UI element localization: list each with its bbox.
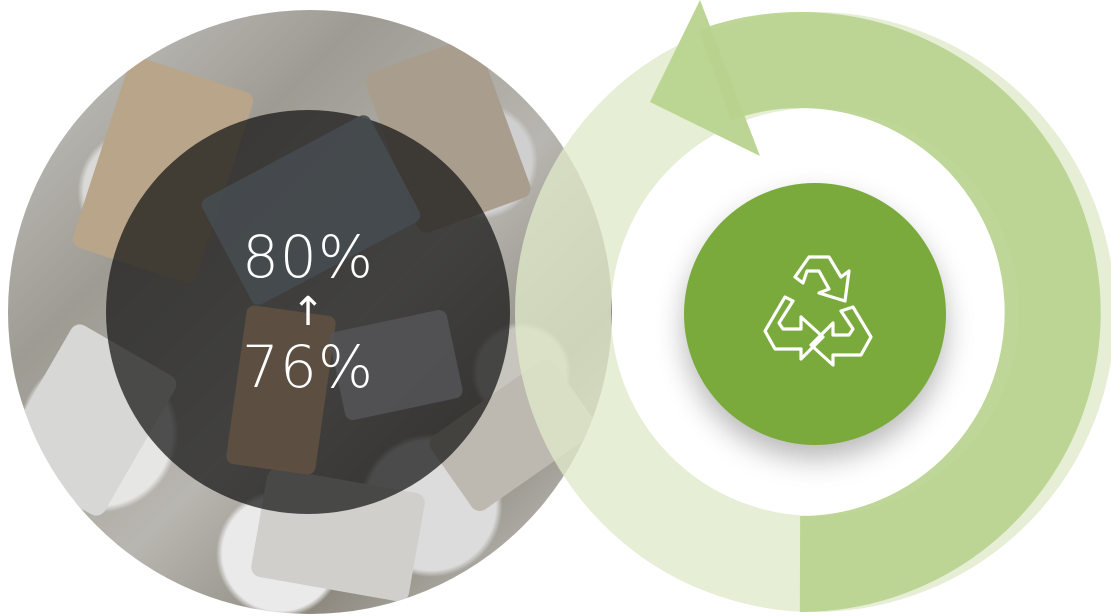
stat-top-value: 80%	[242, 223, 374, 291]
cycle-arrowhead	[650, 0, 760, 156]
stat-arrow: ↑	[291, 289, 325, 335]
recycle-badge	[684, 183, 946, 445]
recycle-icon	[763, 255, 873, 367]
recycling-stat: 80% ↑ 76%	[106, 110, 510, 514]
stat-bottom-value: 76%	[242, 333, 374, 401]
ring-arc	[698, 12, 1101, 613]
stat-overlay-circle	[106, 110, 510, 514]
